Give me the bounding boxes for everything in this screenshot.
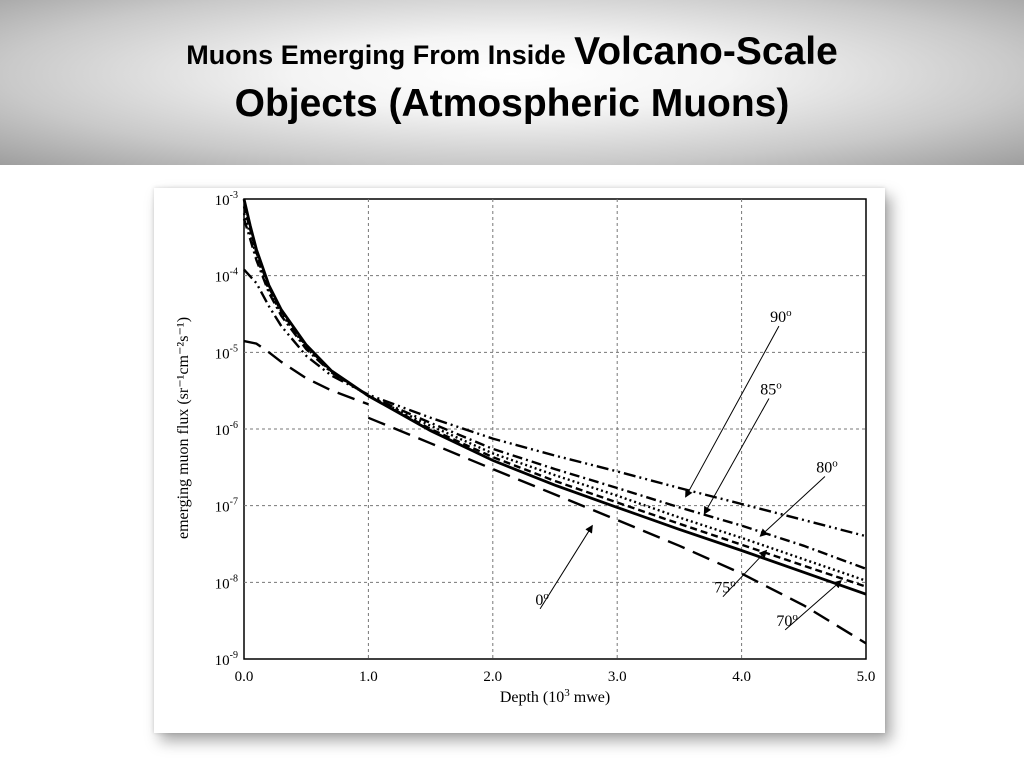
annotation-arrow: [722, 549, 768, 598]
series-line: [243, 268, 867, 538]
x-tick-label: 1.0: [359, 669, 378, 685]
slide-title-line-1: Muons Emerging From Inside Volcano-Scale: [0, 30, 1024, 74]
series-line: [243, 339, 369, 406]
y-tick-label: 10-9: [215, 650, 238, 669]
annotation-arrows: 90o 85o 80o 75o 70o 0o: [535, 307, 842, 631]
series-line: [242, 212, 867, 582]
x-tick-label: 5.0: [857, 669, 876, 685]
y-tick-label: 10-7: [215, 497, 238, 516]
y-tick-label: 10-8: [215, 573, 238, 592]
grid: [244, 199, 866, 659]
annotation-arrow: [703, 398, 770, 515]
x-tick-label: 4.0: [732, 669, 751, 685]
series-line: [367, 416, 867, 645]
slide-title-line-2: Objects (Atmospheric Muons): [234, 82, 790, 125]
chart-card: 90o 85o 80o 75o 70o 0o 0.0 1.0 2.0 3.0 4.0 5.0 10-…: [154, 188, 885, 733]
x-tick-label: 0.0: [235, 669, 254, 685]
y-tick-label: 10-4: [215, 267, 238, 286]
annotation-label: 70o: [776, 611, 798, 630]
series-line: [242, 198, 867, 596]
x-tick-label: 3.0: [608, 669, 627, 685]
title-banner: Muons Emerging From Inside Volcano-Scale…: [0, 0, 1024, 165]
series-group: [242, 198, 867, 645]
annotation-arrow: [759, 476, 826, 537]
x-axis-label: Depth (103 mwe): [500, 687, 610, 706]
muon-flux-chart: 90o 85o 80o 75o 70o 0o 0.0 1.0 2.0 3.0 4.0 5.0 10-…: [175, 190, 876, 706]
annotation-arrow: [685, 325, 780, 498]
annotation-label: 85o: [760, 379, 782, 398]
annotation-label: 80o: [816, 458, 838, 477]
y-tick-labels: 10-3 10-4 10-5 10-6 10-7 10-8 10-9: [215, 190, 238, 669]
annotation-arrow: [784, 580, 842, 631]
y-axis-label: emerging muon flux (sr⁻¹cm⁻²s⁻¹): [175, 317, 192, 539]
title-part-small: Muons Emerging From Inside: [186, 40, 566, 70]
x-tick-label: 2.0: [483, 669, 502, 685]
y-tick-label: 10-6: [215, 420, 238, 439]
title-part-large: Volcano-Scale: [574, 30, 838, 73]
x-tick-labels: 0.0 1.0 2.0 3.0 4.0 5.0: [235, 669, 876, 685]
y-tick-label: 10-3: [215, 190, 238, 209]
annotation-label: 90o: [770, 307, 792, 326]
y-tick-label: 10-5: [215, 343, 238, 362]
annotation-arrow: [539, 524, 593, 610]
annotation-label: 75o: [714, 578, 736, 597]
annotation-label: 0o: [535, 590, 549, 609]
